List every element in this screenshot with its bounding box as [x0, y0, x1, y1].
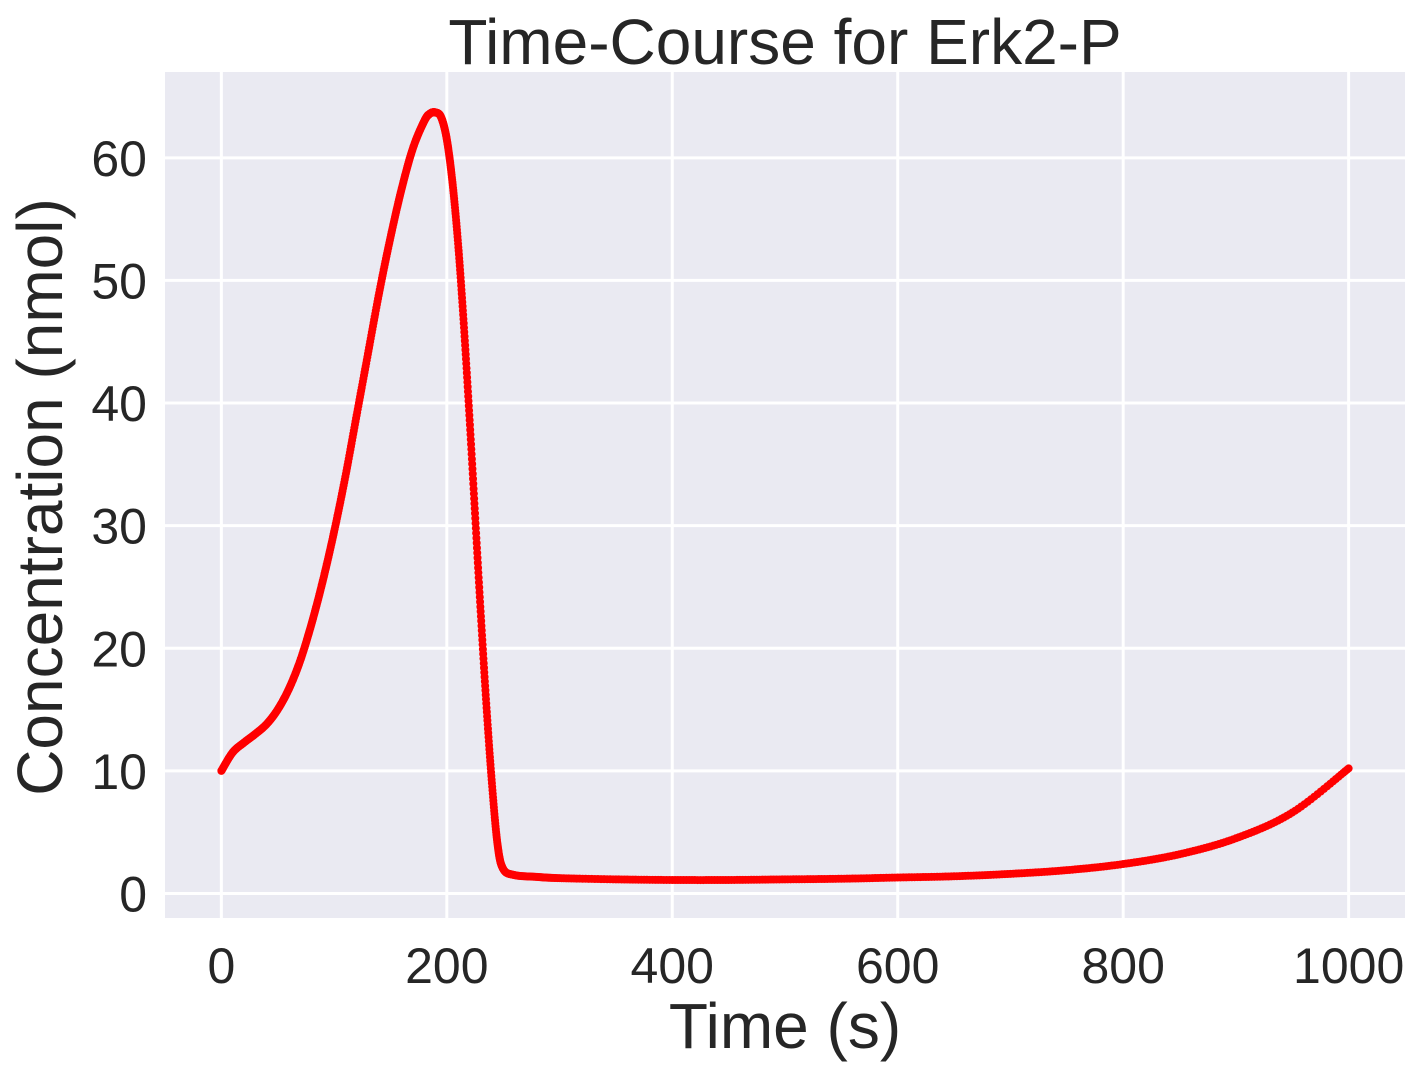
y-tick-label: 0 [119, 866, 147, 922]
y-tick-label: 40 [91, 376, 147, 432]
data-point [1344, 764, 1353, 773]
x-tick-label: 1000 [1293, 938, 1404, 994]
x-axis-title: Time (s) [669, 990, 901, 1062]
plot-background [165, 72, 1405, 918]
x-tick-label: 400 [631, 938, 714, 994]
y-tick-label: 20 [91, 621, 147, 677]
x-tick-label: 0 [207, 938, 235, 994]
y-tick-label: 60 [91, 131, 147, 187]
y-tick-label: 50 [91, 253, 147, 309]
grid-lines [165, 72, 1405, 918]
x-tick-label: 800 [1081, 938, 1164, 994]
y-tick-labels: 0 10 20 30 40 50 60 [91, 131, 147, 923]
y-axis-title: Concentration (nmol) [4, 198, 76, 796]
x-tick-label: 600 [856, 938, 939, 994]
chart-title: Time-Course for Erk2-P [448, 6, 1121, 78]
x-tick-labels: 0 200 400 600 800 1000 [207, 938, 1404, 994]
plot-series [217, 108, 1353, 885]
y-tick-label: 10 [91, 744, 147, 800]
y-tick-label: 30 [91, 499, 147, 555]
x-tick-label: 200 [405, 938, 488, 994]
